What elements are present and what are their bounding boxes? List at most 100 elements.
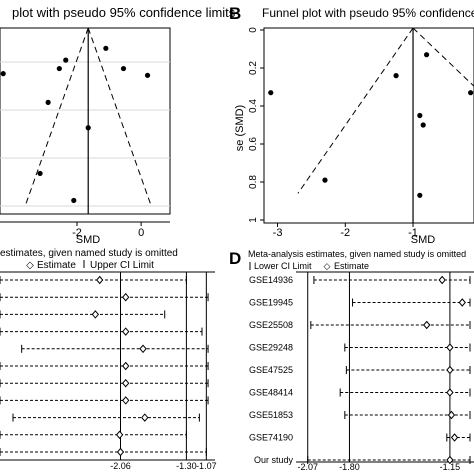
panel-a-x-tick-label: -2 (72, 227, 82, 239)
panel-d-study-label: GSE25508 (249, 320, 293, 330)
panel-b-y-label: se (SMD) (234, 105, 246, 151)
panel-d-estimate-marker (438, 275, 446, 285)
panel-b-funnel-plot: B Funnel plot with pseudo 95% confidence… (229, 4, 474, 246)
panel-a-point (56, 65, 62, 72)
panel-c-legend-estimate-icon: ◇ (26, 260, 34, 271)
panel-d-letter: D (229, 249, 241, 268)
panel-b-y-tick-label: 0.6 (248, 137, 259, 151)
panel-c-estimate-marker (116, 447, 125, 457)
panel-a-x-tick-label: 0 (138, 227, 144, 239)
panel-b-point (322, 177, 328, 183)
panel-c-estimate-marker (122, 327, 130, 336)
panel-d-x-tick-label: -1.15 (440, 462, 461, 472)
panel-d-estimate-marker (423, 320, 431, 330)
panel-c-estimate-marker (122, 361, 130, 371)
panel-a-funnel-plot: plot with pseudo 95% confidence limits -… (0, 5, 236, 246)
panel-d-rows: GSE14936 GSE19945 GSE25508 GSE29248 GSE47525… (249, 275, 471, 465)
panel-a-point (120, 65, 127, 72)
panel-b-y-axis: 0 0.2 0.4 0.6 0.8 1 (248, 27, 264, 223)
panel-a-gridlines (0, 61, 170, 207)
panel-c-estimate-marker (115, 430, 124, 440)
panel-a-point (71, 197, 77, 204)
panel-c-estimate-marker (96, 275, 104, 285)
panel-c-reference-lines (120, 272, 207, 460)
panel-d-study-label: GSE47525 (249, 365, 293, 375)
panel-c-x-axis: -2.06 -1.30 -1.07 (110, 461, 216, 471)
panel-b-x-axis: -3 -2 -1 (273, 223, 418, 239)
panel-c-estimate-marker (139, 344, 147, 354)
panel-c-influence-plot: estimates, given named study is omitted … (0, 248, 217, 471)
panel-c-title: estimates, given named study is omitted (0, 248, 178, 259)
panel-a-point (37, 170, 43, 177)
panel-d-x-tick-label: -1.80 (339, 462, 360, 472)
panel-a-points (0, 45, 151, 204)
panel-b-title: Funnel plot with pseudo 95% confidence l… (262, 6, 474, 20)
panel-c-legend-upper: Upper CI Limit (90, 260, 154, 271)
panel-a-x-label: SMD (76, 234, 101, 246)
panel-b-point (393, 73, 399, 79)
panel-b-x-tick-label: -1 (408, 227, 418, 239)
panel-c-rows (0, 275, 209, 457)
panel-d-estimate-marker (446, 455, 454, 465)
panel-b-point (468, 90, 474, 96)
panel-c-legend-estimate: Estimate (37, 260, 76, 271)
panel-c-x-tick-label: -2.06 (110, 461, 131, 471)
panel-a-x-axis: -2 0 (0, 221, 170, 239)
panel-d-estimate-marker (446, 388, 454, 397)
panel-d-study-label: GSE19945 (249, 298, 293, 308)
panel-d-influence-plot: D Meta-analysis estimates, given named s… (229, 249, 474, 472)
panel-a-plot-frame (0, 27, 171, 215)
panel-d-x-axis: -2.07 -1.80 -1.15 (297, 462, 460, 472)
panel-b-letter: B (229, 4, 241, 23)
panel-a-title: plot with pseudo 95% confidence limits (12, 5, 236, 20)
panel-d-study-label: GSE29248 (249, 343, 293, 353)
panel-c-estimate-marker (122, 292, 130, 302)
panel-b-x-tick-label: -3 (273, 227, 283, 239)
panel-d-study-label: GSE14936 (249, 275, 293, 285)
panel-d-estimate-marker (458, 298, 466, 307)
panel-d-estimate-marker (447, 410, 456, 420)
panel-c-x-tick-label: -1.07 (196, 461, 217, 471)
panel-c-estimate-marker (122, 396, 130, 405)
panel-d-estimate-marker (446, 365, 454, 375)
panel-d-legend-lower: Lower CI Limit (254, 261, 312, 271)
panel-c-estimate-marker (122, 378, 130, 388)
panel-b-y-tick-label: 0.2 (248, 61, 259, 75)
panel-c-estimate-marker (141, 413, 149, 422)
panel-b-funnel-right (412, 27, 474, 87)
panel-c-estimate-marker (91, 310, 100, 319)
panel-c-legend: ◇ Estimate Upper CI Limit (26, 260, 154, 271)
panel-b-plot-frame (263, 27, 474, 224)
panel-b-point (417, 112, 423, 119)
panel-d-study-label: GSE48414 (249, 388, 293, 398)
panel-b-point (420, 122, 426, 128)
panel-d-legend-estimate: Estimate (334, 261, 369, 271)
panel-b-x-label: SMD (411, 234, 436, 246)
panel-b-funnel-lines (297, 27, 474, 223)
panel-d-legend-estimate-icon: ◇ (324, 261, 331, 271)
panel-d-title: Meta-analysis estimates, given named stu… (248, 249, 466, 259)
panel-d-legend: Lower CI Limit ◇ Estimate (249, 261, 369, 271)
panel-d-study-label: Our study (254, 455, 294, 465)
panel-a-point (63, 57, 69, 63)
panel-b-y-tick-label: 0.8 (248, 175, 259, 189)
panel-b-point (417, 192, 423, 198)
panel-b-points (268, 52, 474, 198)
panel-a-point (144, 72, 151, 78)
panel-d-estimate-marker (446, 343, 454, 352)
panel-a-funnel-right (87, 27, 152, 206)
panel-a-point (85, 125, 91, 131)
panel-a-funnel-lines (24, 27, 152, 214)
panel-b-y-tick-label: 0 (248, 27, 259, 33)
panel-d-estimate-marker (450, 433, 459, 442)
panel-a-point (0, 71, 6, 77)
panel-b-y-tick-label: 1 (248, 217, 259, 223)
panel-a-point (103, 45, 109, 51)
panel-a-funnel-left (24, 27, 89, 206)
panel-c-x-tick-label: -1.30 (176, 461, 197, 471)
panel-d-study-label: GSE51853 (249, 410, 293, 420)
panel-b-y-tick-label: 0.4 (248, 99, 259, 113)
panel-b-point (268, 90, 274, 96)
panel-a-point (45, 99, 51, 105)
